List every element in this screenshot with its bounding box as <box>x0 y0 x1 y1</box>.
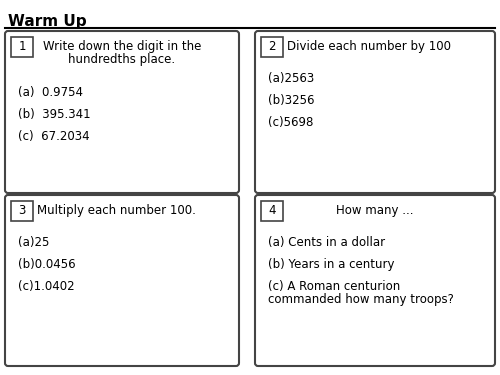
Text: Warm Up: Warm Up <box>8 14 86 29</box>
Text: (c)5698: (c)5698 <box>268 116 314 129</box>
FancyBboxPatch shape <box>255 195 495 366</box>
Text: 3: 3 <box>18 204 26 218</box>
FancyBboxPatch shape <box>5 31 239 193</box>
Text: How many ...: How many ... <box>336 204 414 217</box>
Text: 2: 2 <box>268 40 276 54</box>
Text: Multiply each number 100.: Multiply each number 100. <box>37 204 196 217</box>
Text: (c)1.0402: (c)1.0402 <box>18 280 74 293</box>
Text: (a) Cents in a dollar: (a) Cents in a dollar <box>268 236 385 249</box>
Text: 4: 4 <box>268 204 276 218</box>
FancyBboxPatch shape <box>255 31 495 193</box>
Bar <box>11 37 33 57</box>
Text: Divide each number by 100: Divide each number by 100 <box>287 40 451 53</box>
Text: (c) A Roman centurion: (c) A Roman centurion <box>268 280 400 293</box>
FancyBboxPatch shape <box>5 195 239 366</box>
Bar <box>11 201 33 221</box>
Text: (a)25: (a)25 <box>18 236 50 249</box>
Text: 1: 1 <box>18 40 26 54</box>
Bar <box>261 37 283 57</box>
Text: commanded how many troops?: commanded how many troops? <box>268 293 454 306</box>
Text: (b) Years in a century: (b) Years in a century <box>268 258 394 271</box>
Text: (b)0.0456: (b)0.0456 <box>18 258 76 271</box>
Text: (c)  67.2034: (c) 67.2034 <box>18 130 90 143</box>
Text: (a)  0.9754: (a) 0.9754 <box>18 86 83 99</box>
Bar <box>261 201 283 221</box>
Text: (b)3256: (b)3256 <box>268 94 314 107</box>
Text: Write down the digit in the: Write down the digit in the <box>43 40 201 53</box>
Text: (a)2563: (a)2563 <box>268 72 314 85</box>
Text: (b)  395.341: (b) 395.341 <box>18 108 90 121</box>
Text: hundredths place.: hundredths place. <box>68 53 176 66</box>
